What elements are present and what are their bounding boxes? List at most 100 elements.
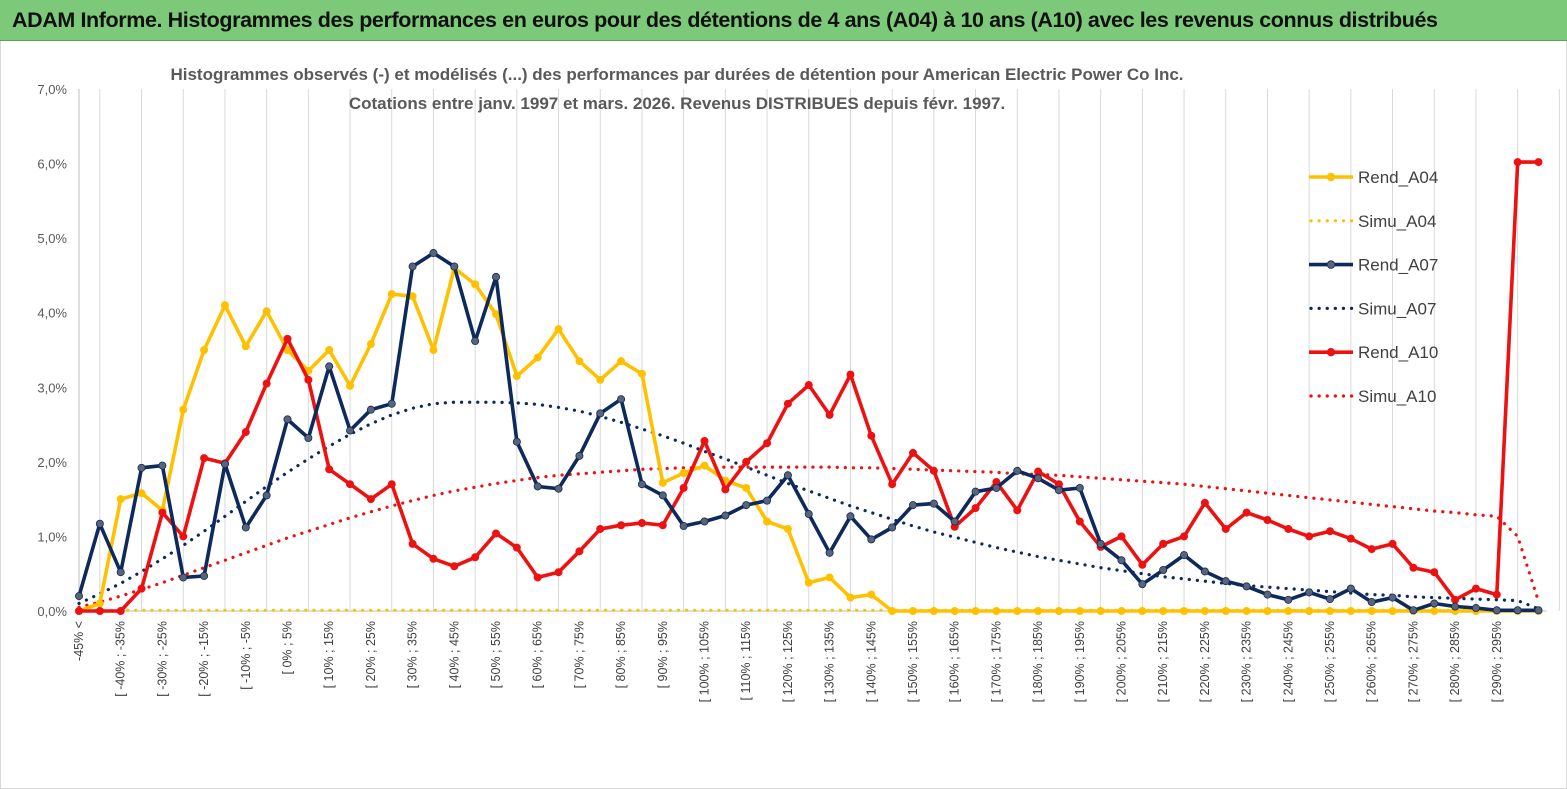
legend-item-rend_a07: Rend_A07 <box>1309 256 1438 275</box>
data-point <box>596 524 605 533</box>
data-point <box>283 415 292 424</box>
x-tick-label: [ 0% ; 5% <box>281 621 295 675</box>
data-point <box>992 607 1001 616</box>
legend-label: Rend_A07 <box>1358 256 1438 275</box>
data-point <box>116 607 125 616</box>
data-point <box>825 548 834 557</box>
legend-label: Rend_A10 <box>1358 343 1438 362</box>
x-tick-label: [ 210% ; 215% <box>1156 621 1170 702</box>
data-point <box>1284 595 1293 604</box>
data-point <box>846 593 855 602</box>
data-point <box>1054 486 1063 495</box>
data-point <box>763 517 772 526</box>
data-point <box>1180 532 1189 541</box>
data-point <box>1200 567 1209 576</box>
data-point <box>658 521 667 530</box>
data-point <box>804 578 813 587</box>
data-point <box>700 436 709 445</box>
x-tick-label: [ 290% ; 295% <box>1490 621 1504 702</box>
data-point <box>888 607 897 616</box>
data-point <box>533 573 542 582</box>
data-point <box>1242 508 1251 517</box>
data-point <box>1388 593 1397 602</box>
data-point <box>491 310 500 319</box>
data-point <box>346 426 355 435</box>
x-tick-label: [ 240% ; 245% <box>1281 621 1295 702</box>
y-axis-tick-labels: 0,0% 1,0% 2,0% 3,0% 4,0% 5,0% 6,0% 7,0% <box>37 82 67 619</box>
data-point <box>1034 607 1043 616</box>
data-point <box>846 512 855 521</box>
y-tick-label: 0,0% <box>37 604 67 619</box>
data-point <box>387 290 396 299</box>
data-point <box>1200 607 1209 616</box>
data-point <box>1096 607 1105 616</box>
data-point <box>909 501 918 510</box>
data-point <box>429 249 438 258</box>
x-tick-label: [ 200% ; 205% <box>1115 621 1129 702</box>
data-point <box>971 487 980 496</box>
x-tick-label: [ 220% ; 225% <box>1198 621 1212 702</box>
legend: Rend_A04 Simu_A04 Rend_A07 Simu_A07 Rend_A10… <box>1309 168 1438 406</box>
data-point <box>1242 582 1251 591</box>
data-point <box>1138 560 1147 569</box>
x-tick-label: -45% < <box>72 621 86 661</box>
data-point <box>909 607 918 616</box>
data-point <box>137 489 146 498</box>
data-point <box>763 439 772 448</box>
data-point <box>179 573 188 582</box>
data-point <box>366 495 375 504</box>
data-point <box>179 532 188 541</box>
data-point <box>825 573 834 582</box>
data-point <box>241 428 250 437</box>
data-point <box>283 334 292 343</box>
data-point <box>1075 607 1084 616</box>
data-point <box>929 499 938 508</box>
data-point <box>637 519 646 528</box>
data-point <box>325 345 334 354</box>
data-point <box>1138 607 1147 616</box>
data-point <box>262 491 271 500</box>
data-point <box>512 437 521 446</box>
data-point <box>387 480 396 489</box>
data-point <box>950 517 959 526</box>
data-point <box>658 491 667 500</box>
data-point <box>1263 590 1272 599</box>
data-point <box>1430 607 1439 616</box>
legend-label: Rend_A04 <box>1358 168 1438 187</box>
data-point <box>533 482 542 491</box>
data-point <box>1388 539 1397 548</box>
grid-lines <box>99 89 1560 611</box>
y-tick-label: 1,0% <box>37 529 67 544</box>
data-point <box>1221 607 1230 616</box>
x-tick-label: [ -30% ; -25% <box>155 621 169 697</box>
data-point <box>742 457 751 466</box>
data-point <box>220 301 229 310</box>
x-tick-label: [ 80% ; 85% <box>614 621 628 688</box>
data-point <box>471 337 480 346</box>
chart-title-line-2: Cotations entre janv. 1997 et mars. 2026… <box>349 94 1005 113</box>
data-point <box>1159 607 1168 616</box>
data-point <box>1096 539 1105 548</box>
data-point <box>1159 539 1168 548</box>
series <box>75 158 1543 616</box>
data-point <box>429 554 438 563</box>
data-point <box>179 405 188 414</box>
data-point <box>304 433 313 442</box>
series-rend_a10 <box>75 158 1543 616</box>
data-point <box>554 568 563 577</box>
data-point <box>575 547 584 556</box>
data-point <box>575 357 584 366</box>
data-point <box>450 262 459 271</box>
data-point <box>721 485 730 494</box>
data-point <box>1200 498 1209 507</box>
data-point <box>1388 607 1397 616</box>
data-point <box>116 495 125 504</box>
data-point <box>783 471 792 480</box>
x-tick-label: [ 30% ; 35% <box>406 621 420 688</box>
data-point <box>617 395 626 404</box>
data-point <box>262 379 271 388</box>
x-tick-label: [ 130% ; 135% <box>823 621 837 702</box>
legend-marker <box>1326 260 1336 269</box>
data-point <box>1263 607 1272 616</box>
data-point <box>888 523 897 532</box>
